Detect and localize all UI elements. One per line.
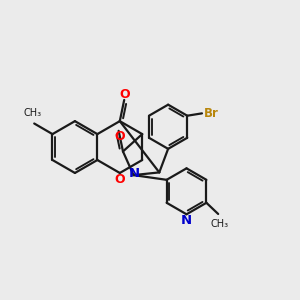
Text: Br: Br [204,107,219,120]
Text: N: N [128,167,140,180]
Text: O: O [115,130,125,143]
Text: CH₃: CH₃ [211,219,229,229]
Text: O: O [115,173,125,186]
Text: N: N [181,214,192,227]
Text: O: O [120,88,130,100]
Text: CH₃: CH₃ [24,109,42,118]
